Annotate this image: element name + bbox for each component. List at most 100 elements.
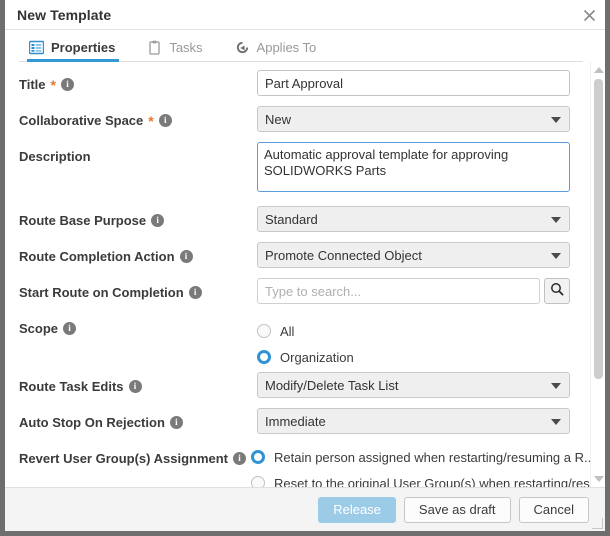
tab-applies-to[interactable]: Applies To [233, 32, 331, 62]
chevron-down-icon [551, 383, 561, 389]
info-icon[interactable]: i [179, 250, 193, 263]
collaborative-space-select[interactable]: New [257, 106, 570, 132]
scope-radio-all-label: All [280, 323, 295, 339]
radio-unchecked-icon [257, 324, 271, 338]
route-task-edits-select[interactable]: Modify/Delete Task List [257, 372, 570, 398]
field-row-route-base-purpose: Route Base Purpose i Standard [5, 206, 590, 242]
field-route-task-edits: Modify/Delete Task List [257, 372, 590, 398]
field-scope: All Organization [257, 314, 590, 370]
save-as-draft-button[interactable]: Save as draft [403, 496, 511, 523]
tab-tasks[interactable]: Tasks [145, 32, 216, 62]
radio-unchecked-icon [251, 476, 265, 487]
chevron-down-icon [551, 217, 561, 223]
auto-stop-on-rejection-select[interactable]: Immediate [257, 408, 570, 434]
label-collaborative-space-text: Collaborative Space [19, 113, 144, 128]
form-scrollbar[interactable] [590, 62, 605, 487]
required-marker: * [148, 112, 154, 129]
label-description: Description [19, 142, 257, 164]
chevron-down-icon [551, 253, 561, 259]
route-task-edits-value: Modify/Delete Task List [265, 377, 399, 393]
dialog-title: New Template [17, 6, 112, 23]
revert-radio-retain[interactable]: Retain person assigned when restarting/r… [251, 444, 590, 470]
scroll-down-icon[interactable] [593, 474, 604, 484]
dialog-tabs: Properties Tasks Applies To [5, 30, 605, 62]
close-icon[interactable] [577, 3, 601, 27]
tab-applies-to-label: Applies To [256, 39, 317, 55]
field-row-route-completion-action: Route Completion Action i Promote Connec… [5, 242, 590, 278]
chevron-down-icon [551, 419, 561, 425]
info-icon[interactable]: i [128, 380, 142, 393]
route-completion-action-value: Promote Connected Object [265, 247, 422, 263]
info-icon[interactable]: i [188, 286, 202, 299]
radio-checked-icon [257, 350, 271, 364]
info-icon[interactable]: i [63, 322, 77, 335]
info-icon[interactable]: i [60, 78, 74, 91]
circular-arrow-icon [235, 40, 250, 55]
tab-tasks-label: Tasks [169, 39, 203, 55]
label-revert-user-group-assignment-text: Revert User Group(s) Assignment [19, 451, 229, 466]
label-route-base-purpose: Route Base Purpose i [19, 206, 257, 228]
magnifier-icon [550, 282, 564, 301]
label-route-task-edits: Route Task Edits i [19, 372, 257, 394]
label-description-text: Description [19, 149, 91, 164]
scope-radio-all[interactable]: All [257, 318, 570, 344]
title-input[interactable] [257, 70, 570, 96]
label-revert-user-group-assignment: Revert User Group(s) Assignment i [19, 444, 251, 466]
release-button[interactable]: Release [318, 496, 396, 523]
revert-radio-reset-label: Reset to the original User Group(s) when… [274, 475, 590, 488]
chevron-down-icon [551, 117, 561, 123]
list-table-icon [28, 40, 45, 55]
auto-stop-on-rejection-value: Immediate [265, 413, 326, 429]
info-icon[interactable]: i [169, 416, 183, 429]
resize-grip-icon[interactable] [592, 518, 603, 529]
search-button[interactable] [544, 278, 570, 304]
route-completion-action-select[interactable]: Promote Connected Object [257, 242, 570, 268]
info-icon[interactable]: i [233, 452, 247, 465]
info-icon[interactable]: i [151, 214, 165, 227]
field-collaborative-space: New [257, 106, 590, 132]
description-textarea[interactable] [257, 142, 570, 192]
label-route-completion-action: Route Completion Action i [19, 242, 257, 264]
field-description [257, 142, 590, 197]
cancel-button[interactable]: Cancel [518, 496, 589, 523]
route-base-purpose-value: Standard [265, 211, 318, 227]
field-revert-user-group-assignment: Retain person assigned when restarting/r… [251, 444, 590, 487]
tab-properties[interactable]: Properties [27, 32, 129, 62]
label-title-text: Title [19, 77, 46, 92]
revert-radio-retain-label: Retain person assigned when restarting/r… [274, 449, 590, 465]
field-row-scope: Scope i All Organization [5, 314, 590, 372]
start-route-search-input[interactable] [257, 278, 540, 304]
label-route-task-edits-text: Route Task Edits [19, 379, 124, 394]
field-route-completion-action: Promote Connected Object [257, 242, 590, 268]
field-auto-stop-on-rejection: Immediate [257, 408, 590, 434]
scrollbar-thumb[interactable] [594, 79, 603, 379]
route-base-purpose-select[interactable]: Standard [257, 206, 570, 232]
properties-form: Title * i Collaborative Space * i New [5, 62, 590, 487]
field-row-title: Title * i [5, 70, 590, 106]
clipboard-icon [147, 40, 162, 55]
required-marker: * [50, 76, 56, 93]
label-auto-stop-on-rejection: Auto Stop On Rejection i [19, 408, 257, 430]
field-row-auto-stop-on-rejection: Auto Stop On Rejection i Immediate [5, 408, 590, 444]
label-scope: Scope i [19, 314, 257, 336]
field-row-start-route-on-completion: Start Route on Completion i [5, 278, 590, 314]
info-icon[interactable]: i [158, 114, 172, 127]
dialog-body: Title * i Collaborative Space * i New [5, 62, 605, 487]
label-auto-stop-on-rejection-text: Auto Stop On Rejection [19, 415, 165, 430]
scroll-up-icon[interactable] [593, 65, 604, 75]
revert-radio-reset[interactable]: Reset to the original User Group(s) when… [251, 470, 590, 487]
field-start-route-on-completion [257, 278, 590, 304]
field-row-description: Description [5, 142, 590, 206]
field-row-route-task-edits: Route Task Edits i Modify/Delete Task Li… [5, 372, 590, 408]
label-route-completion-action-text: Route Completion Action [19, 249, 175, 264]
label-route-base-purpose-text: Route Base Purpose [19, 213, 147, 228]
field-title [257, 70, 590, 96]
label-collaborative-space: Collaborative Space * i [19, 106, 257, 128]
label-start-route-on-completion-text: Start Route on Completion [19, 285, 184, 300]
scope-radio-organization[interactable]: Organization [257, 344, 570, 370]
radio-checked-icon [251, 450, 265, 464]
field-row-collaborative-space: Collaborative Space * i New [5, 106, 590, 142]
dialog-footer: Release Save as draft Cancel [5, 487, 605, 531]
scope-radio-organization-label: Organization [280, 349, 354, 365]
